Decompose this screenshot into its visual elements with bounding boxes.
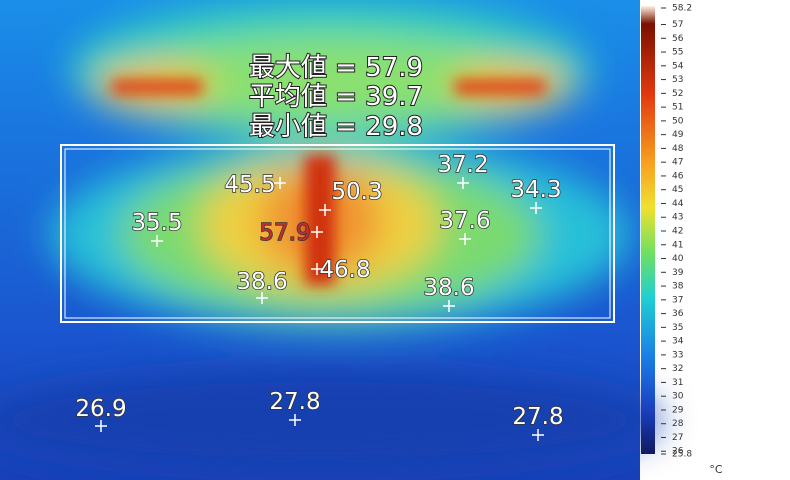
spot-cross bbox=[319, 204, 331, 216]
spot-label: 57.9 bbox=[259, 220, 310, 246]
spot-label: 35.5 bbox=[131, 210, 182, 236]
colorbar-label: 56 bbox=[672, 34, 684, 44]
colorbar-label: 50 bbox=[672, 116, 684, 126]
colorbar-label: 54 bbox=[672, 61, 684, 71]
colorbar-label: 58.2 bbox=[672, 4, 692, 14]
thermal-image bbox=[0, 0, 660, 480]
spot-cross bbox=[532, 429, 544, 441]
spot-cross bbox=[311, 263, 323, 275]
colorbar-label: 47 bbox=[672, 158, 683, 168]
colorbar-label: 39 bbox=[672, 268, 684, 278]
spot-label: 27.8 bbox=[512, 404, 563, 430]
stats: 最大値 = 57.9 平均値 = 39.7 最小値 = 29.8 bbox=[248, 52, 424, 143]
colorbar-label: 48 bbox=[672, 144, 684, 154]
spot-cross bbox=[530, 202, 542, 214]
spot-cross bbox=[311, 226, 323, 238]
stat-avg: 平均値 = 39.7 bbox=[249, 82, 423, 112]
colorbar-label: 35 bbox=[672, 323, 683, 333]
colorbar-label: 43 bbox=[672, 213, 683, 223]
spot-label: 34.3 bbox=[510, 177, 561, 203]
colorbar-label: 31 bbox=[672, 378, 683, 388]
colorbar-label: 51 bbox=[672, 103, 683, 113]
colorbar-label: 28 bbox=[672, 419, 684, 429]
stat-min: 最小値 = 29.8 bbox=[249, 112, 423, 142]
colorbar-label: 57 bbox=[672, 20, 683, 30]
colorbar-label: 34 bbox=[672, 337, 684, 347]
colorbar-label: 36 bbox=[672, 309, 684, 319]
spot-cross bbox=[443, 300, 455, 312]
colorbar-label: 42 bbox=[672, 227, 683, 237]
spot-label: 27.8 bbox=[269, 389, 320, 415]
spot-label: 37.2 bbox=[437, 152, 488, 178]
spot-cross bbox=[95, 420, 107, 432]
colorbar-label: 32 bbox=[672, 364, 683, 374]
spot-cross bbox=[289, 414, 301, 426]
colorbar-label: 44 bbox=[672, 199, 684, 209]
colorbar-label: 49 bbox=[672, 130, 684, 140]
colorbar-label: 52 bbox=[672, 89, 683, 99]
spot-cross bbox=[459, 233, 471, 245]
colorbar-label: 45 bbox=[672, 185, 683, 195]
colorbar-label: 27 bbox=[672, 433, 683, 443]
spot-label: 26.9 bbox=[75, 396, 126, 422]
spot-cross bbox=[457, 177, 469, 189]
spot-cross bbox=[151, 235, 163, 247]
colorbar-label: 53 bbox=[672, 75, 683, 85]
colorbar-label: 38 bbox=[672, 282, 684, 292]
spot-label: 38.6 bbox=[423, 275, 474, 301]
colorbar bbox=[641, 6, 655, 454]
colorbar-label: 33 bbox=[672, 350, 683, 360]
spot-cross bbox=[256, 292, 268, 304]
spot-label: 46.8 bbox=[319, 257, 370, 283]
colorbar-label: 29 bbox=[672, 405, 684, 415]
colorbar-label: 30 bbox=[672, 392, 684, 402]
spot-cross bbox=[274, 177, 286, 189]
stat-max: 最大値 = 57.9 bbox=[249, 53, 423, 83]
unit: °C bbox=[709, 463, 723, 476]
spot-label: 45.5 bbox=[224, 172, 275, 198]
spot-label: 38.6 bbox=[236, 269, 287, 295]
colorbar-label: 55 bbox=[672, 48, 683, 58]
colorbar-label: 25.8 bbox=[672, 450, 692, 460]
colorbar-label: 37 bbox=[672, 295, 683, 305]
spot-label: 37.6 bbox=[439, 208, 490, 234]
colorbar-label: 41 bbox=[672, 240, 683, 250]
spot-label: 50.3 bbox=[331, 179, 382, 205]
colorbar-label: 46 bbox=[672, 171, 684, 181]
colorbar-label: 40 bbox=[672, 254, 684, 264]
colorbar-label: 26 bbox=[672, 447, 684, 457]
